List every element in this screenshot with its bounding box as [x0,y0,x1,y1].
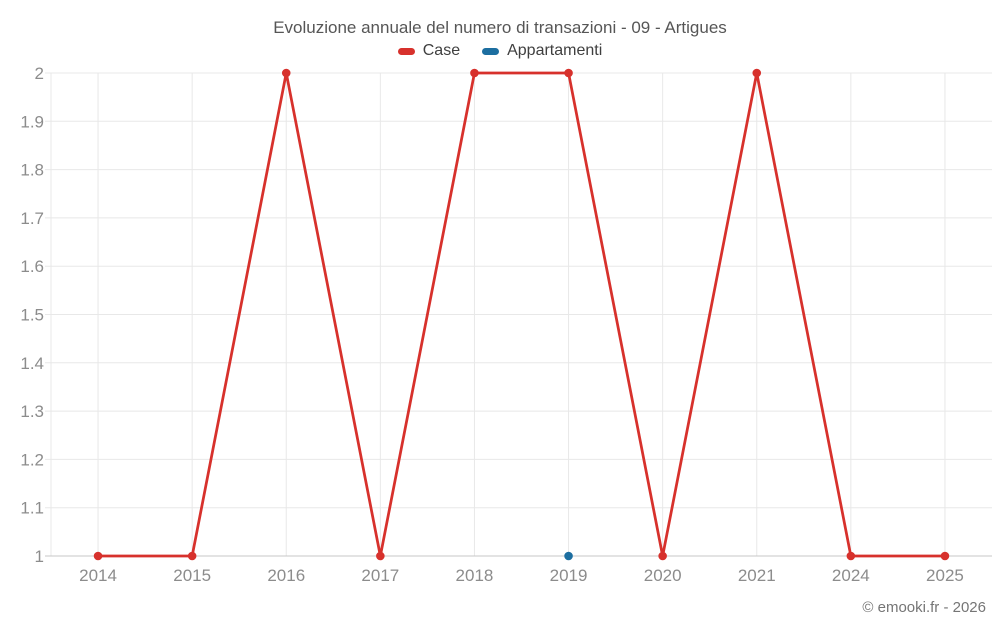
legend-label-case: Case [422,42,461,59]
x-tick-label: 2024 [832,566,870,585]
copyright-credit: © emooki.fr - 2026 [862,599,986,616]
y-tick-label: 1.6 [20,257,44,276]
y-tick-label: 1.9 [20,112,44,131]
x-tick-label: 2016 [267,566,305,585]
data-point-case-2015[interactable] [187,551,197,561]
x-tick-label: 2015 [173,566,211,585]
series-line-case [96,71,947,558]
data-point-case-2018[interactable] [470,68,479,78]
x-tick-label: 2019 [550,566,588,585]
data-point-case-2016[interactable] [281,68,291,78]
chart-title: Evoluzione annuale del numero di transaz… [273,18,727,37]
appartamenti-series-swatch-icon [482,47,500,55]
x-tick-label: 2014 [79,566,117,585]
legend-item-appartamenti[interactable]: Appartamenti [482,42,602,60]
data-point-appartamenti-2019[interactable] [564,551,573,561]
x-tick-label: 2020 [644,566,682,585]
y-tick-label: 1.8 [20,161,44,180]
y-tick-label: 1 [35,547,44,566]
y-tick-label: 1.2 [20,450,44,469]
legend-label-appartamenti: Appartamenti [507,42,603,59]
data-point-case-2021[interactable] [752,68,762,78]
data-point-case-2020[interactable] [658,551,667,561]
y-tick-label: 2 [35,64,44,83]
y-tick-label: 1.1 [20,499,44,518]
data-point-case-2024[interactable] [846,551,856,561]
x-tick-label: 2021 [738,566,776,585]
y-tick-label: 1.7 [20,209,44,228]
legend: Case Appartamenti [0,42,1000,60]
x-tick-label: 2018 [456,566,494,585]
case-series-swatch-icon [397,47,415,55]
data-point-case-2019[interactable] [564,68,573,78]
y-tick-label: 1.3 [20,402,44,421]
y-tick-label: 1.4 [20,354,44,373]
x-tick-label: 2025 [926,566,964,585]
data-point-case-2017[interactable] [376,551,385,561]
y-tick-label: 1.5 [20,306,44,325]
data-point-case-2025[interactable] [940,551,950,561]
legend-item-case[interactable]: Case [397,42,461,60]
x-tick-label: 2017 [361,566,399,585]
data-point-case-2014[interactable] [93,551,103,561]
